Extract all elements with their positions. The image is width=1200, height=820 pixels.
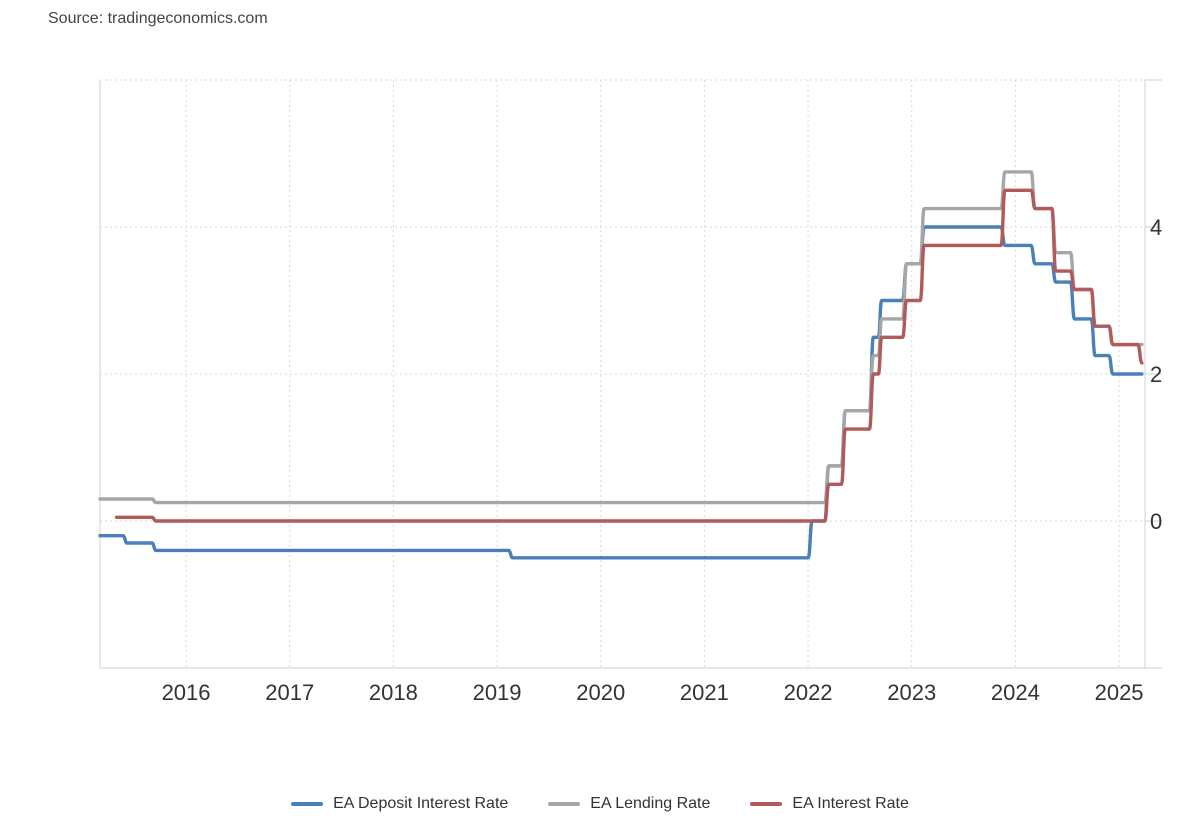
y-tick-label: 4 [1150, 215, 1162, 240]
grid [100, 79, 1162, 668]
legend-label: EA Lending Rate [590, 795, 711, 812]
chart: 2016 2017 2018 2019 2020 2021 2022 2023 2024 2025… [98, 79, 1162, 705]
series-line-ea-interest-rate [114, 188, 1144, 523]
legend-swatch [548, 802, 581, 806]
axes [99, 79, 1162, 669]
x-tick-label: 2023 [887, 680, 936, 705]
series-line-ea-deposit-interest-rate [98, 225, 1144, 560]
x-tick-label: 2019 [473, 680, 522, 705]
x-tick-label: 2020 [576, 680, 625, 705]
legend-item[interactable]: EA Deposit Interest Rate [291, 792, 508, 816]
x-axis-ticks: 2016 2017 2018 2019 2020 2021 2022 2023 2024 2025 [162, 680, 1144, 705]
legend-swatch [291, 802, 324, 806]
x-tick-label: 2017 [265, 680, 314, 705]
legend: EA Deposit Interest Rate EA Lending Rate E… [0, 792, 1200, 816]
y-tick-label: 0 [1150, 509, 1162, 534]
x-tick-label: 2018 [369, 680, 418, 705]
x-tick-label: 2021 [680, 680, 729, 705]
series-line-ea-lending-rate [98, 170, 1144, 505]
x-tick-label: 2016 [162, 680, 211, 705]
legend-swatch [750, 802, 783, 806]
legend-label: EA Interest Rate [792, 795, 909, 812]
x-tick-label: 2025 [1095, 680, 1144, 705]
y-tick-label: 2 [1150, 362, 1162, 387]
series-lines [98, 170, 1144, 560]
x-tick-label: 2022 [784, 680, 833, 705]
source-label: Source: tradingeconomics.com [48, 10, 268, 27]
x-tick-label: 2024 [991, 680, 1040, 705]
legend-label: EA Deposit Interest Rate [333, 795, 509, 812]
y-axis-ticks: 0 2 4 [1150, 215, 1162, 534]
legend-item[interactable]: EA Lending Rate [548, 792, 710, 816]
legend-item[interactable]: EA Interest Rate [750, 792, 909, 816]
